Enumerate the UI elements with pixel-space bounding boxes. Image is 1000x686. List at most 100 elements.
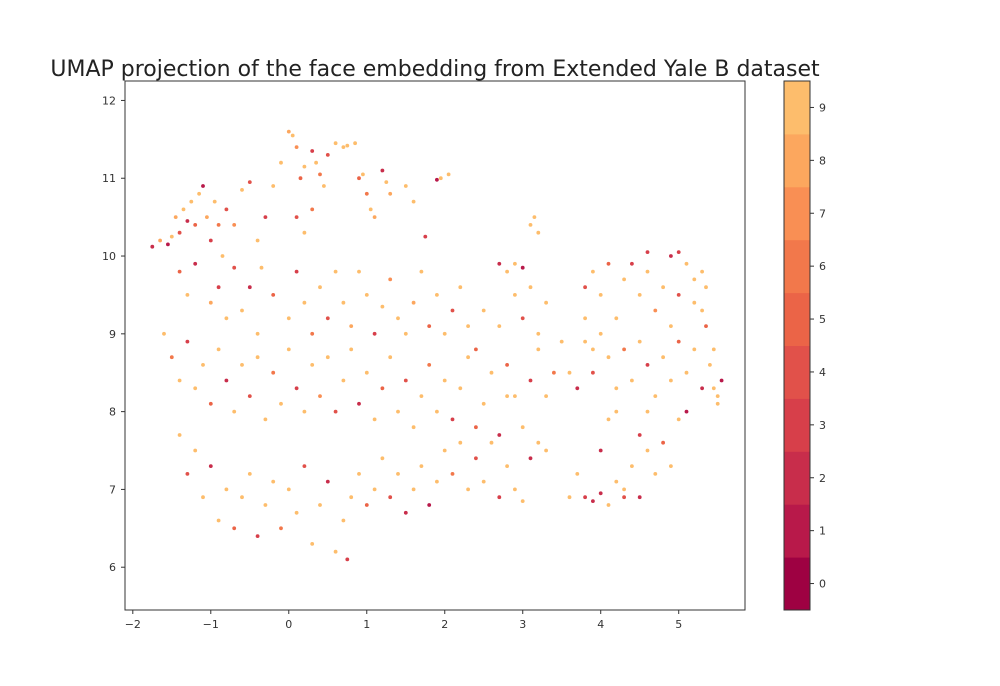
data-point [396,409,400,414]
data-point [692,347,697,352]
data-point [279,160,283,165]
colorbar: 0 1 2 3 4 5 6 7 8 9 [783,80,826,611]
data-point [240,188,244,192]
data-point [411,300,416,305]
data-point [419,269,424,274]
data-point [325,479,330,484]
data-point [598,491,603,496]
data-point [692,277,697,282]
data-point [232,409,237,414]
data-point [325,153,330,157]
data-point [372,417,377,422]
data-point [645,363,650,367]
data-point [513,394,517,398]
data-point [513,293,517,297]
data-point [637,339,642,344]
data-point [255,355,260,360]
data-point [481,308,486,313]
data-point [314,160,318,165]
data-point [438,176,443,181]
data-point [341,378,346,383]
data-point [333,269,338,274]
data-point [645,269,650,274]
data-point [197,191,202,196]
data-point [505,464,509,468]
data-point [598,448,603,453]
data-point [559,339,564,344]
data-point [520,499,525,503]
data-point [259,265,264,270]
data-point [583,339,587,344]
data-point [505,269,509,274]
data-point [536,440,541,445]
colorbar-tick-label: 1 [819,525,826,538]
data-point [247,394,252,398]
points-layer [150,129,724,562]
data-point [310,363,315,367]
y-tick-label: 6 [109,561,116,574]
data-point [388,495,393,500]
data-point [458,386,463,391]
data-point [637,293,642,297]
data-point [208,300,213,305]
data-point [528,378,533,383]
data-point [700,269,704,274]
colorbar-tick-label: 5 [819,313,826,326]
data-point [622,487,626,492]
data-point [294,215,299,220]
colorbar-segment [784,398,810,452]
colorbar-segment [784,186,810,241]
data-point [669,378,673,383]
data-point [294,145,299,150]
y-axis: 6 7 8 9 10 11 12 [102,94,125,574]
data-point [208,464,213,468]
data-point [216,223,221,227]
data-point [497,433,502,437]
data-point [700,386,704,391]
data-point [676,293,681,297]
data-point [489,440,494,445]
data-point [205,215,209,220]
data-point [489,370,494,375]
data-point [497,324,502,328]
data-point [700,308,704,313]
data-point [318,172,322,177]
data-point [622,495,626,500]
data-point [591,269,595,274]
data-point [158,238,163,243]
data-point [637,433,642,437]
data-point [333,141,338,146]
data-point [520,316,525,321]
data-point [364,293,369,297]
data-point [575,386,580,391]
plot-area [124,80,746,611]
data-point [622,277,626,282]
data-point [240,308,244,313]
data-point [669,254,673,258]
data-point [684,409,689,414]
x-tick-label: 5 [675,618,682,631]
data-point [403,378,408,383]
data-point [255,534,260,538]
data-point [380,456,385,461]
data-point [302,230,307,235]
data-point [704,324,708,328]
data-point [364,191,369,196]
x-tick-label: 1 [363,618,370,631]
data-point [676,250,681,255]
data-point [419,464,424,468]
data-point [552,370,556,375]
data-point [286,487,291,492]
data-point [544,448,548,453]
data-point [216,347,221,352]
data-point [388,355,393,360]
data-point [290,133,295,138]
data-point [302,464,307,468]
colorbar-tick-label: 8 [819,154,826,167]
data-point [364,370,369,375]
data-point [567,495,572,500]
data-point [201,495,205,500]
data-point [240,363,244,367]
data-point [271,370,276,375]
